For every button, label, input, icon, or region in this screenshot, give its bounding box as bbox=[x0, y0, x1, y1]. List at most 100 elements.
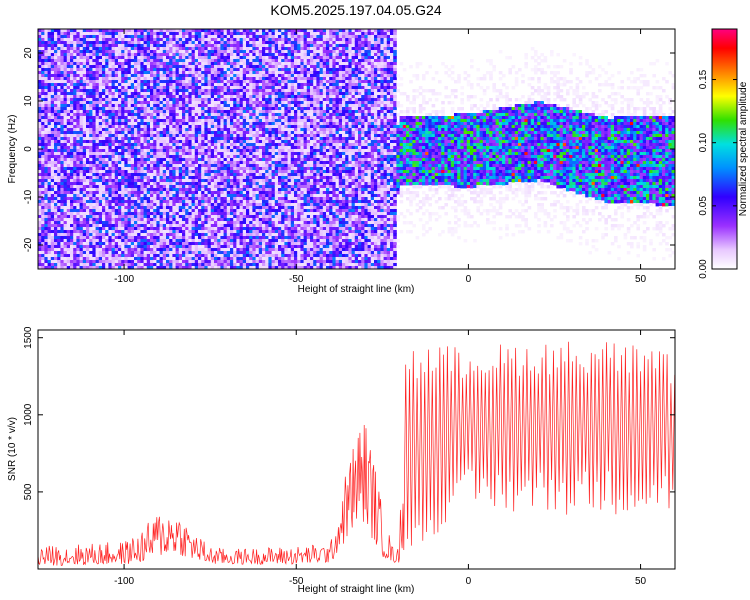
spectrogram-cell bbox=[230, 83, 234, 87]
spectrogram-cell bbox=[38, 227, 42, 231]
spectrogram-cell bbox=[82, 251, 87, 255]
spectrogram-cell bbox=[60, 179, 64, 183]
spectrogram-cell bbox=[54, 251, 58, 255]
spectrogram-cell bbox=[86, 155, 90, 159]
spectrogram-cell bbox=[60, 182, 64, 186]
spectrogram-cell bbox=[73, 161, 77, 165]
spectrogram-cell bbox=[182, 146, 186, 150]
spectrogram-cell bbox=[204, 140, 208, 144]
spectrogram-cell bbox=[188, 107, 192, 111]
spectrogram-cell bbox=[143, 47, 148, 51]
spectrogram-cell bbox=[95, 107, 100, 111]
spectrogram-cell bbox=[124, 65, 128, 69]
spectrogram-cell bbox=[108, 122, 112, 126]
spectrogram-cell bbox=[63, 245, 68, 249]
spectrogram-cell bbox=[207, 95, 212, 99]
spectrogram-cell bbox=[143, 182, 148, 186]
spectrogram-cell bbox=[130, 104, 135, 108]
spectrogram-cell bbox=[127, 182, 132, 186]
spectrogram-cell bbox=[44, 191, 48, 195]
spectrogram-cell bbox=[214, 227, 218, 231]
spectrogram-cell bbox=[188, 71, 192, 75]
spectrogram-cell bbox=[143, 233, 148, 237]
spectrogram-cell bbox=[204, 239, 208, 243]
spectrogram-cell bbox=[226, 71, 231, 75]
spectrogram-cell bbox=[191, 248, 196, 252]
spectrogram-cell bbox=[102, 200, 106, 204]
spectrogram-cell bbox=[201, 128, 205, 132]
spectrogram-cell bbox=[172, 62, 176, 66]
spectrogram-cell bbox=[114, 122, 119, 126]
spectrogram-cell bbox=[86, 206, 90, 210]
spectrogram-cell bbox=[73, 53, 77, 57]
spectrogram-cell bbox=[66, 167, 71, 171]
spectrogram-cell bbox=[204, 35, 208, 39]
spectrogram-cell bbox=[210, 35, 215, 39]
spectrogram-cell bbox=[102, 113, 106, 117]
spectrogram-cell bbox=[172, 173, 176, 177]
spectrogram-cell bbox=[121, 41, 125, 45]
spectrogram-cell bbox=[162, 86, 167, 90]
spectrogram-cell bbox=[188, 77, 192, 81]
spectrogram-cell bbox=[73, 92, 77, 96]
spectrogram-cell bbox=[66, 254, 71, 258]
spectrogram-cell bbox=[121, 179, 125, 183]
spectrogram-cell bbox=[226, 32, 231, 36]
spectrogram-cell bbox=[57, 71, 61, 75]
spectrogram-cell bbox=[156, 194, 160, 198]
spectrogram-cell bbox=[121, 248, 125, 252]
spectrogram-cell bbox=[70, 119, 74, 123]
spectrogram-cell bbox=[92, 116, 96, 120]
spectrogram-cell bbox=[172, 236, 176, 240]
spectrogram-cell bbox=[108, 131, 112, 135]
spectrogram-cell bbox=[143, 71, 148, 75]
spectrogram-cell bbox=[146, 134, 151, 138]
spectrogram-cell bbox=[118, 80, 122, 84]
spectrogram-cell bbox=[169, 200, 173, 204]
spectrogram-cell bbox=[50, 224, 55, 228]
spectrogram-cell bbox=[146, 125, 151, 129]
spectrogram-cell bbox=[134, 65, 138, 69]
spectrogram-cell bbox=[178, 119, 183, 123]
spectrogram-cell bbox=[121, 140, 125, 144]
spectrogram-cell bbox=[137, 113, 141, 117]
spectrogram-cell bbox=[214, 209, 218, 213]
spectrogram-cell bbox=[236, 77, 240, 81]
spectrogram-cell bbox=[217, 227, 221, 231]
spectrogram-cell bbox=[210, 161, 215, 165]
spectrogram-cell bbox=[108, 29, 112, 33]
spectrogram-cell bbox=[220, 35, 224, 39]
spectrogram-cell bbox=[140, 50, 144, 54]
spectrogram-cell bbox=[105, 266, 109, 269]
spectrogram-cell bbox=[108, 56, 112, 60]
spectrogram-cell bbox=[207, 89, 212, 93]
spectrogram-cell bbox=[57, 92, 61, 96]
spectrogram-cell bbox=[79, 74, 84, 78]
spectrogram-cell bbox=[223, 251, 228, 255]
spectrogram-cell bbox=[150, 182, 154, 186]
spectrogram-cell bbox=[207, 245, 212, 249]
spectrogram-cell bbox=[233, 197, 237, 201]
spectrogram-cell bbox=[217, 44, 221, 48]
spectrogram-cell bbox=[63, 53, 68, 57]
spectrogram-cell bbox=[182, 149, 186, 153]
spectrogram-cell bbox=[127, 215, 132, 219]
spectrogram-cell bbox=[169, 248, 173, 252]
spectrogram-cell bbox=[38, 77, 42, 81]
spectrogram-cell bbox=[118, 230, 122, 234]
spectrogram-cell bbox=[57, 62, 61, 66]
spectrogram-cell bbox=[194, 116, 199, 120]
spectrogram-cell bbox=[159, 110, 164, 114]
spectrogram-cell bbox=[98, 68, 103, 72]
spectrogram-cell bbox=[169, 191, 173, 195]
spectrogram-cell bbox=[60, 191, 64, 195]
spectrogram-cell bbox=[95, 29, 100, 33]
spectrogram-cell bbox=[150, 170, 154, 174]
spectrogram-cell bbox=[156, 233, 160, 237]
spectrogram-cell bbox=[108, 230, 112, 234]
spectrogram-cell bbox=[217, 194, 221, 198]
spectrogram-cell bbox=[175, 74, 180, 78]
spectrogram-cell bbox=[47, 68, 52, 72]
spectrogram-cell bbox=[76, 167, 80, 171]
spectrogram-cell bbox=[66, 149, 71, 153]
